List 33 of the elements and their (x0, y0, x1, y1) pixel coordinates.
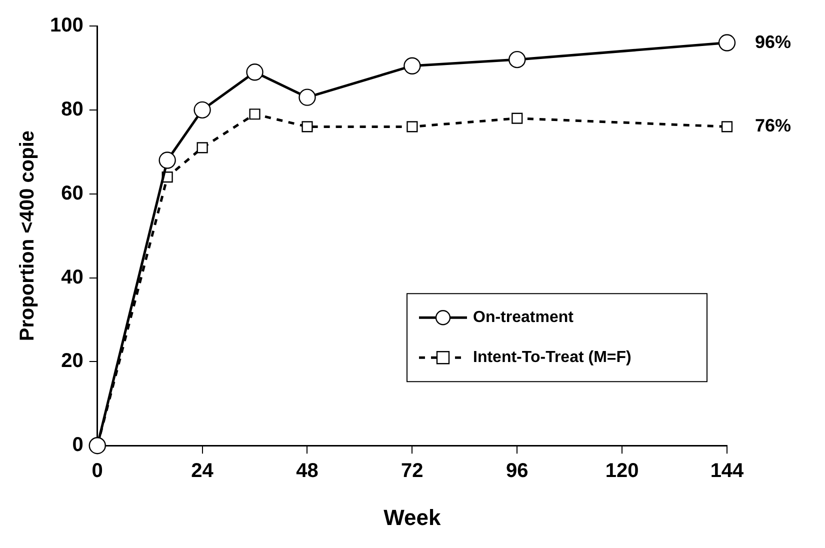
point (88, 437, 106, 454)
y-tick-label: 20 (61, 350, 84, 372)
annotation: 76% (755, 116, 792, 136)
x-tick-label: 144 (710, 460, 745, 482)
x-tick-label: 96 (506, 460, 528, 482)
point (194, 101, 211, 119)
point (718, 34, 736, 52)
y-tick-label: 60 (61, 182, 84, 204)
y-tick-label: 40 (61, 266, 84, 288)
point (404, 57, 421, 74)
point (508, 50, 526, 68)
x-tick-label: 72 (401, 460, 424, 482)
legend-label: On-treatment (473, 309, 574, 326)
legend-label: Intent-To-Treat (M=F) (473, 349, 632, 366)
y-tick-label: 0 (72, 434, 84, 456)
point (158, 152, 176, 169)
point (302, 121, 313, 132)
y-axis-title: Proportion <400 copie (16, 130, 39, 342)
x-tick-label: 0 (92, 460, 103, 482)
point (246, 64, 264, 81)
x-tick-label: 24 (191, 460, 214, 482)
y-tick-label: 100 (50, 14, 84, 37)
point (298, 88, 316, 106)
annotation: 96% (755, 32, 792, 52)
point (249, 108, 260, 120)
x-tick-label: 120 (605, 460, 639, 482)
x-tick-label: 48 (296, 460, 318, 482)
x-axis-title: Week (384, 504, 442, 530)
point (512, 112, 523, 124)
point (721, 121, 733, 132)
y-tick-label: 80 (61, 98, 84, 120)
point (406, 121, 418, 132)
point (196, 142, 208, 154)
